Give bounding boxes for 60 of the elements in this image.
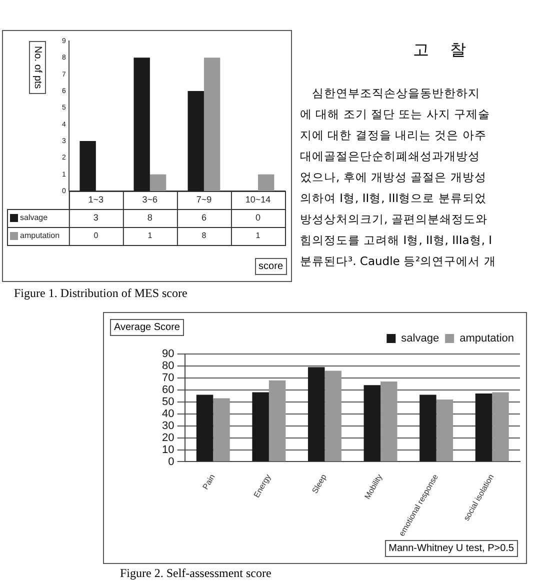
bar <box>252 392 269 462</box>
bar <box>436 399 454 462</box>
y-tick-label: 30 <box>162 420 174 432</box>
text: 의하여 I형, II형, III형으로 분류되었 <box>300 190 488 207</box>
caption: Figure 2. Self-assessment score <box>120 566 272 581</box>
y-tick-label: 60 <box>162 384 174 396</box>
text: 고 찰 <box>412 40 476 61</box>
bar <box>258 174 274 191</box>
text: 었으나, 후에 개방성 골절은 개방성 <box>300 169 488 186</box>
caption: Figure 1. Distribution of MES score <box>14 286 188 301</box>
y-tick-label: 40 <box>162 408 174 420</box>
bar <box>324 370 342 462</box>
y-tick-label: 50 <box>162 396 174 408</box>
data-label: 8 <box>202 231 207 240</box>
data-label: 3 <box>93 212 98 222</box>
text: 분류된다³. Caudle 등²의연구에서 개 <box>300 253 497 270</box>
text: 힘의정도를 고려해 I형, II형, IIIa형, I <box>300 232 494 249</box>
y-axis-title: No. of pts <box>29 41 46 94</box>
text: 심한연부조직손상을동반한하지 <box>311 85 481 102</box>
bar <box>420 394 436 462</box>
x-tick-label: 1~3 <box>88 194 104 204</box>
bar <box>204 58 220 191</box>
legend-label: amputation <box>20 231 60 240</box>
y-axis-title: Average Score <box>110 319 184 336</box>
data-label: 1 <box>256 231 261 240</box>
data-label: 1 <box>148 231 153 240</box>
legend-label: amputation <box>460 332 514 345</box>
bar <box>134 58 150 191</box>
legend-label: salvage <box>20 213 48 222</box>
bar <box>268 380 286 462</box>
bar <box>150 174 166 191</box>
x-tick-label: 3~6 <box>142 194 158 204</box>
y-tick-label: 0 <box>168 456 174 468</box>
bar <box>492 392 509 462</box>
text: 방성상처의크기, 골편의분쇄정도와 <box>300 211 488 228</box>
y-tick-label: 70 <box>162 372 174 384</box>
data-label: 0 <box>94 231 99 240</box>
y-tick-label: 20 <box>162 432 174 444</box>
text: Mann-Whitney U test, P>0.5 <box>384 540 518 557</box>
bar <box>188 91 204 191</box>
text: 에 대해 조기 절단 또는 사지 구제술 <box>300 106 491 123</box>
data-label: 6 <box>201 212 206 222</box>
bar <box>364 385 381 462</box>
text: 지에 대한 결정을 내리는 것은 아주 <box>300 127 488 144</box>
y-tick-label: 90 <box>162 348 174 360</box>
bar <box>475 394 492 462</box>
x-tick-label: 7~9 <box>196 194 212 204</box>
y-tick-label: 80 <box>162 360 174 372</box>
legend-label: salvage <box>401 332 440 345</box>
x-axis-title: score <box>254 258 287 275</box>
text: 대에골절은단순히폐쇄성과개방성 <box>300 148 481 165</box>
bar <box>308 367 325 462</box>
data-label: 0 <box>255 212 260 222</box>
bar <box>380 382 398 462</box>
y-tick-label: 10 <box>162 444 174 456</box>
bar <box>196 394 214 462</box>
bar <box>80 141 96 191</box>
data-label: 8 <box>147 212 152 222</box>
x-tick-label: 10~14 <box>245 194 271 204</box>
bar <box>213 398 230 462</box>
